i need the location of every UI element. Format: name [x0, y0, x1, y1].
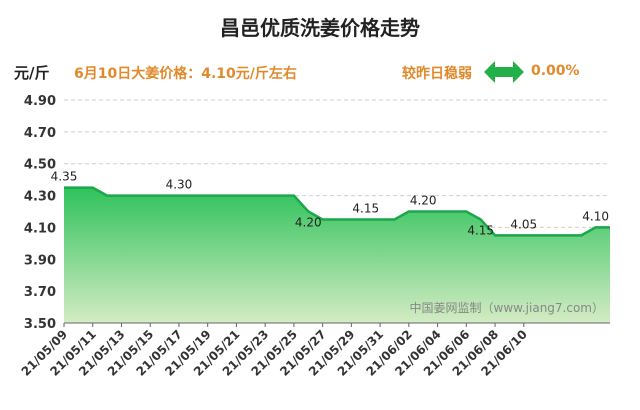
data-label: 4.15	[467, 223, 494, 237]
price-area	[64, 187, 610, 323]
y-tick-label: 3.90	[24, 253, 56, 268]
compare-value: 0.00%	[531, 63, 580, 79]
y-tick-label: 4.70	[24, 126, 56, 141]
watermark: 中国姜网监制（www.jiang7.com）	[410, 300, 604, 315]
y-tick-label: 4.90	[24, 94, 56, 109]
data-label: 4.35	[51, 170, 78, 184]
data-label: 4.15	[352, 201, 379, 215]
compare-label: 较昨日稳弱	[402, 66, 472, 82]
double-arrow-icon	[484, 61, 524, 83]
price-info: 6月10日大姜价格：4.10元/斤左右	[74, 66, 297, 82]
data-label: 4.30	[166, 178, 193, 192]
data-label: 4.10	[582, 209, 609, 223]
data-label: 4.20	[410, 194, 437, 208]
chart-title: 昌邑优质洗姜价格走势	[220, 16, 420, 40]
y-tick-label: 4.10	[24, 221, 56, 236]
y-tick-label: 4.50	[24, 158, 56, 173]
y-tick-label: 3.50	[24, 317, 56, 332]
y-tick-label: 3.70	[24, 285, 56, 300]
y-tick-label: 4.30	[24, 190, 56, 205]
unit-label: 元/斤	[14, 64, 50, 82]
price-line	[64, 186, 610, 237]
data-label: 4.05	[510, 217, 537, 231]
data-label: 4.20	[295, 216, 322, 230]
